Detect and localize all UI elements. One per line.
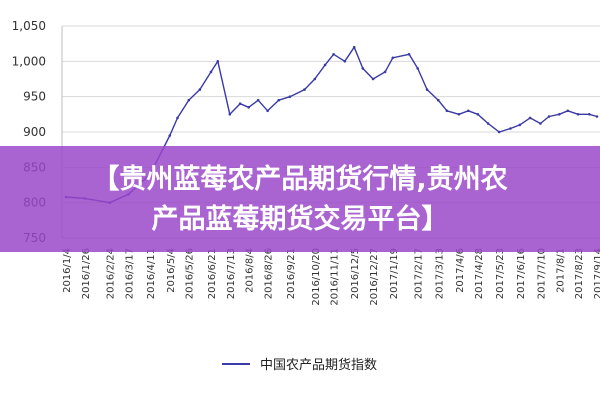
data-point: [168, 134, 172, 137]
data-point: [361, 67, 365, 70]
data-point: [416, 67, 420, 70]
data-point: [539, 122, 542, 125]
data-point: [476, 113, 480, 116]
x-tick-label: 2016/7/13: [226, 248, 237, 299]
data-point: [566, 109, 570, 113]
legend: 中国农产品期货指数: [222, 357, 377, 373]
series-line: [65, 46, 598, 204]
x-tick-label: 2017/5/23: [495, 248, 506, 299]
data-point: [256, 98, 260, 102]
banner-title-line-2: 产品蓝莓期货交易平台】: [151, 204, 449, 235]
data-point: [445, 109, 449, 113]
data-point: [509, 127, 512, 130]
data-point: [383, 70, 387, 74]
data-point: [391, 56, 395, 60]
data-point: [437, 98, 440, 102]
x-tick-label: 2017/1/19: [389, 248, 400, 299]
data-point: [313, 77, 317, 81]
data-point: [176, 116, 179, 120]
data-point: [467, 109, 470, 113]
data-point: [352, 45, 356, 49]
x-tick-label: 2016/12/5: [350, 248, 361, 299]
x-axis-tick-labels: 2016/1/4 2016/1/26 2016/2/24 2016/3/17 2016/…: [62, 248, 600, 306]
data-point: [457, 113, 461, 116]
y-tick-label: 1,000: [12, 54, 46, 68]
x-tick-label: 2017/8/23: [574, 248, 585, 299]
x-tick-label: 2017/7/10: [536, 248, 547, 299]
x-tick-label: 2016/8/26: [264, 248, 275, 299]
x-tick-label: 2016/4/11: [146, 248, 157, 299]
x-tick-label: 2016/10/20: [311, 248, 322, 306]
data-point: [303, 88, 306, 91]
x-tick-label: 2017/8/1: [555, 248, 566, 293]
x-tick-label: 2016/1/26: [81, 248, 92, 299]
data-point: [209, 70, 213, 74]
x-tick-label: 2017/4/6: [455, 248, 466, 293]
x-tick-label: 2017/2/17: [414, 248, 425, 299]
x-tick-label: 2016/5/26: [185, 248, 196, 299]
x-tick-label: 2016/3/17: [125, 248, 136, 299]
x-tick-label: 2017/4/28: [474, 248, 485, 299]
data-point: [486, 122, 490, 125]
y-tick-label: 1,050: [12, 19, 46, 33]
data-point: [588, 113, 591, 116]
data-point: [558, 113, 561, 116]
data-point: [425, 88, 429, 91]
data-point: [343, 60, 347, 63]
data-point: [216, 60, 220, 63]
data-point: [238, 102, 242, 105]
title-banner: 【贵州蓝莓农产品期货行情,贵州农 产品蓝莓期货交易平台】: [0, 146, 600, 252]
data-point: [576, 113, 580, 116]
x-tick-label: 2016/8/4: [245, 248, 256, 293]
y-tick-label: 950: [23, 90, 46, 104]
x-tick-label: 2016/6/21: [207, 248, 218, 299]
x-tick-label: 2016/5/4: [166, 248, 177, 293]
data-point: [323, 63, 327, 67]
data-point: [288, 95, 292, 98]
x-tick-label: 2016/1/4: [62, 248, 73, 293]
data-point: [497, 130, 501, 134]
data-point: [187, 98, 190, 102]
x-tick-label: 2016/11/11: [330, 248, 341, 306]
data-point: [528, 116, 532, 120]
data-point: [332, 53, 335, 56]
x-tick-label: 2017/3/13: [434, 248, 445, 299]
data-point: [228, 113, 232, 116]
x-tick-label: 2017/9/14: [593, 248, 600, 299]
x-tick-label: 2016/9/21: [286, 248, 297, 299]
legend-label: 中国农产品期货指数: [260, 357, 377, 373]
x-tick-label: 2017/6/16: [516, 248, 527, 299]
x-tick-label: 2016/12/27: [369, 248, 380, 306]
data-point: [407, 53, 411, 56]
banner-title-line-1: 【贵州蓝莓农产品期货行情,贵州农: [92, 164, 508, 195]
data-point: [371, 77, 375, 81]
data-point: [595, 115, 599, 118]
data-point: [266, 109, 269, 113]
y-tick-label: 900: [23, 125, 46, 139]
data-point: [247, 106, 250, 109]
data-point: [198, 88, 202, 91]
data-point: [277, 98, 281, 102]
x-tick-label: 2016/2/24: [106, 248, 117, 299]
data-point: [518, 123, 522, 127]
data-point: [547, 115, 551, 118]
